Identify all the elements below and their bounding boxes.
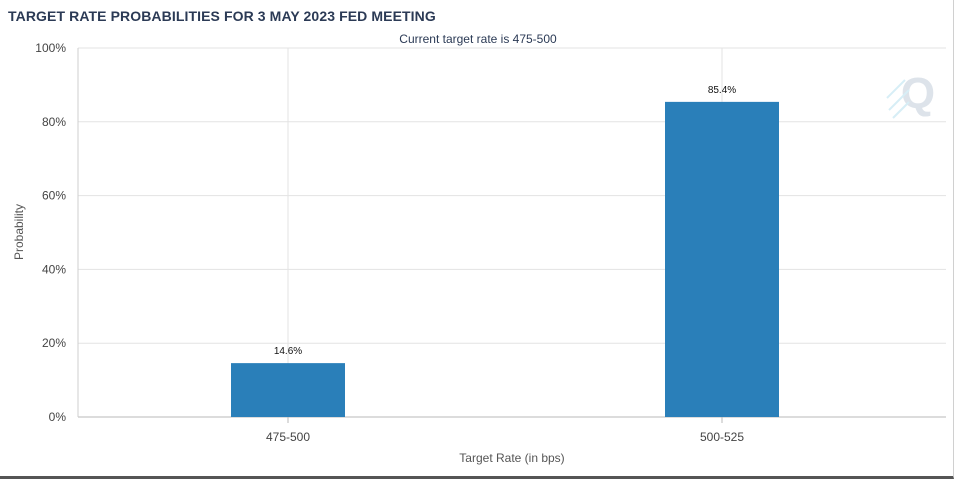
y-tick-label: 0%: [49, 410, 67, 424]
y-tick-label: 20%: [42, 336, 66, 350]
x-axis-label: Target Rate (in bps): [459, 451, 564, 465]
q-logo-icon: Q: [886, 69, 935, 119]
x-tick-label: 475-500: [266, 430, 310, 444]
y-axis-label: Probability: [12, 204, 26, 260]
bar: [231, 363, 345, 417]
data-label: 14.6%: [274, 346, 302, 357]
y-tick-label: 40%: [42, 262, 66, 276]
y-tick-label: 100%: [35, 41, 66, 55]
y-tick-label: 60%: [42, 189, 66, 203]
chart-title: TARGET RATE PROBABILITIES FOR 3 MAY 2023…: [8, 8, 436, 24]
y-tick-label: 80%: [42, 115, 66, 129]
bar: [665, 101, 779, 418]
x-tick-label: 500-525: [700, 430, 744, 444]
chart-subtitle: Current target rate is 475-500: [399, 32, 557, 46]
data-label: 85.4%: [708, 85, 736, 96]
